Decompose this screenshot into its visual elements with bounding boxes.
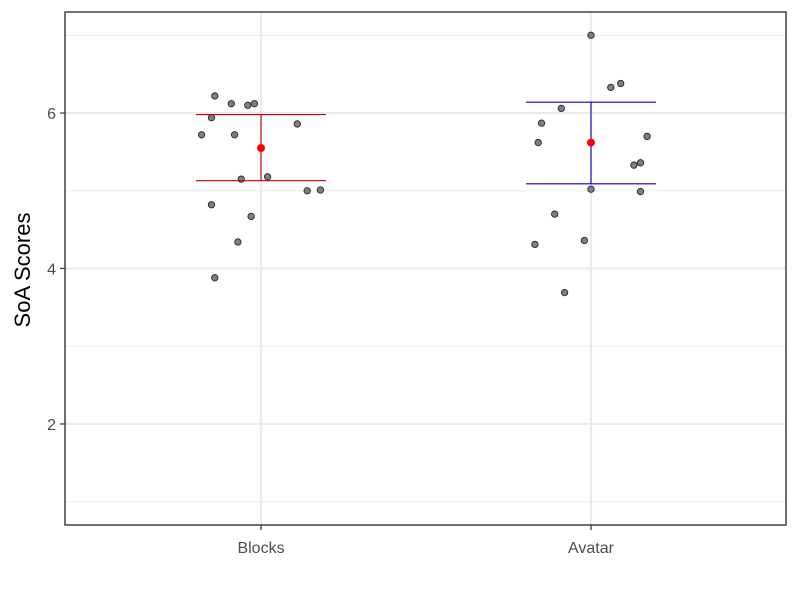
data-point xyxy=(617,79,625,88)
data-point xyxy=(587,31,595,39)
data-point xyxy=(607,83,615,92)
data-point xyxy=(247,212,255,221)
y-tick-label: 2 xyxy=(47,417,56,434)
data-point xyxy=(244,101,252,109)
grid-layer xyxy=(65,12,786,525)
y-tick-label: 6 xyxy=(47,106,56,123)
data-point xyxy=(643,132,651,141)
data-point xyxy=(636,159,645,167)
data-point xyxy=(207,201,216,209)
data-point xyxy=(580,236,589,245)
x-tick-label: Avatar xyxy=(568,540,615,557)
mean-point xyxy=(257,144,265,153)
data-point xyxy=(227,100,235,108)
data-point xyxy=(531,240,539,249)
data-point xyxy=(534,138,542,147)
data-point xyxy=(197,131,206,139)
y-tick-label: 4 xyxy=(47,262,56,279)
data-point xyxy=(237,175,245,183)
data-point xyxy=(211,92,219,100)
data-point xyxy=(316,186,325,194)
axes-layer: 2 4 6 Blocks Avatar xyxy=(47,106,615,557)
mean-point xyxy=(587,138,595,147)
data-point xyxy=(207,114,216,122)
data-point xyxy=(211,274,219,282)
data-point xyxy=(636,187,645,196)
data-point xyxy=(630,161,638,169)
data-point xyxy=(537,119,546,127)
data-point xyxy=(263,173,272,181)
x-tick-label: Blocks xyxy=(237,540,284,557)
data-point xyxy=(560,288,569,297)
data-point xyxy=(230,131,239,139)
data-point xyxy=(234,238,242,246)
data-point xyxy=(551,210,559,218)
data-point xyxy=(587,185,595,193)
y-axis-title: SoA Scores xyxy=(10,213,35,328)
summary-layer xyxy=(196,101,656,185)
data-point xyxy=(303,187,311,195)
points-layer xyxy=(197,31,651,297)
data-point xyxy=(293,120,301,128)
data-point xyxy=(250,100,259,108)
data-point xyxy=(557,104,565,113)
